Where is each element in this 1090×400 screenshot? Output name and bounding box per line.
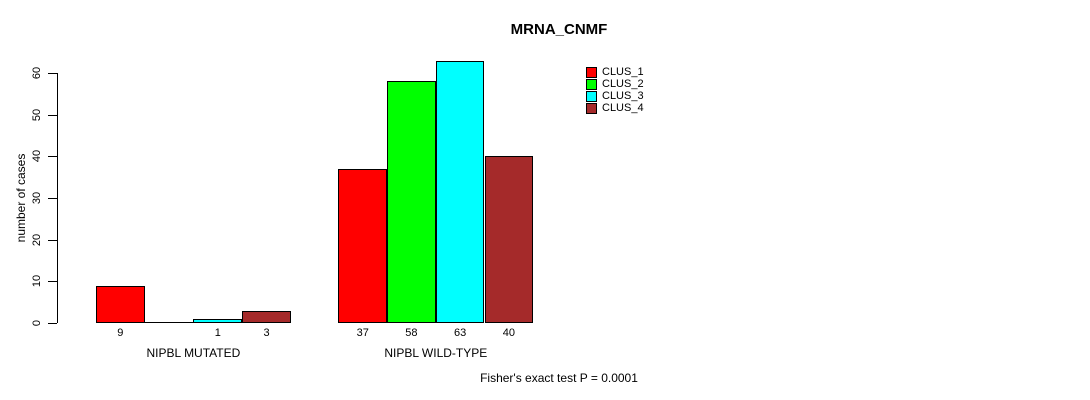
y-axis-tick-label: 20 [31, 233, 43, 246]
y-axis-tick-label: 60 [31, 66, 43, 80]
y-axis-tick-label: 50 [31, 108, 43, 121]
y-axis-tick-label: 10 [31, 275, 43, 288]
legend-swatch-icon [586, 102, 597, 114]
bar-value-label: 9 [117, 327, 124, 339]
category-label: NIPBL WILD-TYPE [384, 346, 488, 360]
legend-swatch-icon [586, 66, 597, 78]
bar-value-label: 63 [453, 327, 467, 339]
y-axis-tick [48, 156, 57, 157]
bar-clus_3-mutated [193, 318, 243, 323]
y-axis-tick-label: 30 [31, 191, 43, 205]
bar-value-label: 37 [356, 327, 369, 339]
legend-swatch-icon [586, 78, 597, 90]
bar-value-label: 40 [502, 327, 516, 339]
y-axis-title: number of cases [14, 153, 28, 243]
bar-clus_2-wild-type [387, 81, 436, 323]
y-axis-line [57, 73, 58, 323]
legend-swatch-icon [586, 90, 597, 102]
bar-value-label: 1 [214, 327, 221, 339]
legend-item-clus_2: CLUS_2 [586, 78, 644, 90]
legend-label: CLUS_4 [602, 102, 644, 114]
statistical-test-annotation: Fisher's exact test P = 0.0001 [480, 371, 638, 385]
legend-item-clus_4: CLUS_4 [586, 102, 644, 114]
legend: CLUS_1 CLUS_2 CLUS_3 CLUS_4 [586, 66, 644, 114]
bar-value-label: 58 [405, 327, 418, 339]
bar-clus_3-wild-type [435, 60, 485, 323]
bar-clus_1-mutated [96, 285, 145, 323]
category-label: NIPBL MUTATED [146, 346, 241, 360]
bar-clus_1-wild-type [338, 168, 388, 323]
y-axis-tick [48, 323, 57, 324]
legend-label: CLUS_2 [602, 78, 644, 90]
legend-item-clus_3: CLUS_3 [586, 90, 644, 102]
bar-clus_2-mutated [144, 322, 194, 323]
y-axis-tick-label: 0 [31, 319, 43, 327]
y-axis-tick [48, 198, 57, 199]
chart-title: MRNA_CNMF [510, 21, 608, 38]
y-axis-tick [48, 240, 57, 241]
y-axis-tick [48, 115, 57, 116]
y-axis-tick-label: 40 [31, 150, 43, 163]
bar-clus_4-wild-type [484, 156, 534, 323]
bar-value-label: 3 [263, 327, 270, 339]
y-axis-tick [48, 281, 57, 282]
legend-label: CLUS_3 [602, 90, 644, 102]
legend-label: CLUS_1 [602, 66, 644, 78]
bar-clus_4-mutated [242, 310, 291, 323]
legend-item-clus_1: CLUS_1 [586, 66, 644, 78]
y-axis-tick [48, 73, 57, 74]
